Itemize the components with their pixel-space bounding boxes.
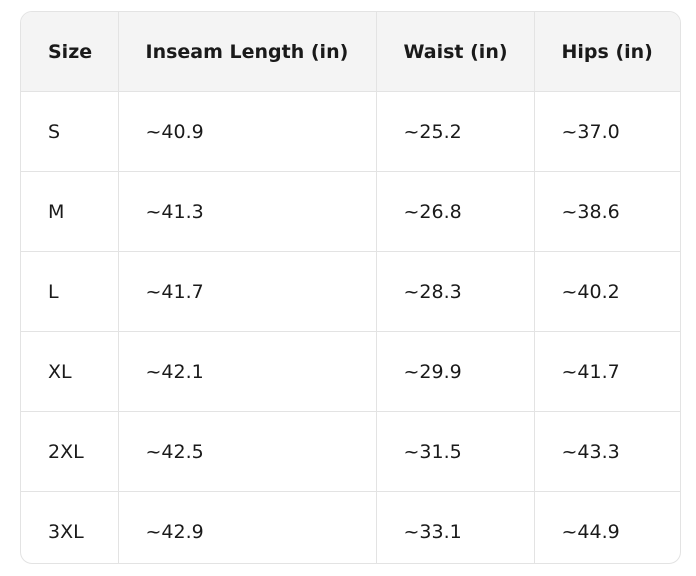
- table-cell: 2XL: [21, 411, 119, 492]
- table-cell: XL: [21, 331, 119, 412]
- table-cell: ~41.7: [534, 331, 680, 412]
- header-cell: Waist (in): [376, 12, 535, 92]
- table-body: S ~40.9 ~25.2 ~37.0 M ~41.3 ~26.8 ~38.6 L ~41.7 ~2…: [21, 91, 680, 563]
- table-cell: L: [21, 251, 119, 332]
- table-row: 2XL ~42.5 ~31.5 ~43.3: [21, 411, 680, 492]
- table-cell: ~29.9: [376, 331, 535, 412]
- table-cell: ~42.9: [118, 491, 377, 563]
- header-cell: Inseam Length (in): [118, 12, 377, 92]
- table-row: S ~40.9 ~25.2 ~37.0: [21, 91, 680, 172]
- table-cell: 3XL: [21, 491, 119, 563]
- table-cell: S: [21, 91, 119, 172]
- table-cell: ~31.5: [376, 411, 535, 492]
- table-cell: ~41.3: [118, 171, 377, 252]
- size-table: Size Inseam Length (in) Waist (in) Hips (in…: [21, 12, 680, 563]
- table-cell: ~42.5: [118, 411, 377, 492]
- table-cell: ~40.2: [534, 251, 680, 332]
- table-cell: M: [21, 171, 119, 252]
- table-cell: ~44.9: [561, 520, 620, 543]
- table-container: Size Inseam Length (in) Waist (in) Hips (in…: [20, 11, 681, 564]
- header-cell: Size: [21, 12, 119, 92]
- table-row: L ~41.7 ~28.3 ~40.2: [21, 251, 680, 332]
- table-cell: ~42.1: [118, 331, 377, 412]
- table-cell: ~41.7: [118, 251, 377, 332]
- table-row: XL ~42.1 ~29.9 ~41.7: [21, 331, 680, 412]
- table-cell: ~28.3: [376, 251, 535, 332]
- table-cell: ~25.2: [376, 91, 535, 172]
- header-row: Size Inseam Length (in) Waist (in) Hips (in…: [21, 12, 680, 92]
- table-cell: ~26.8: [376, 171, 535, 252]
- table-row: M ~41.3 ~26.8 ~38.6: [21, 171, 680, 252]
- table-cell: ~43.3: [534, 411, 680, 492]
- table-cell: ~38.6: [534, 171, 680, 252]
- table-cell: ~40.9: [118, 91, 377, 172]
- table-row: 3XL ~42.9 ~33.1 ~44.9: [21, 491, 680, 563]
- header-cell: Hips (in): [534, 12, 680, 92]
- table-cell: ~33.1: [376, 491, 535, 563]
- table-cell: ~37.0: [534, 91, 680, 172]
